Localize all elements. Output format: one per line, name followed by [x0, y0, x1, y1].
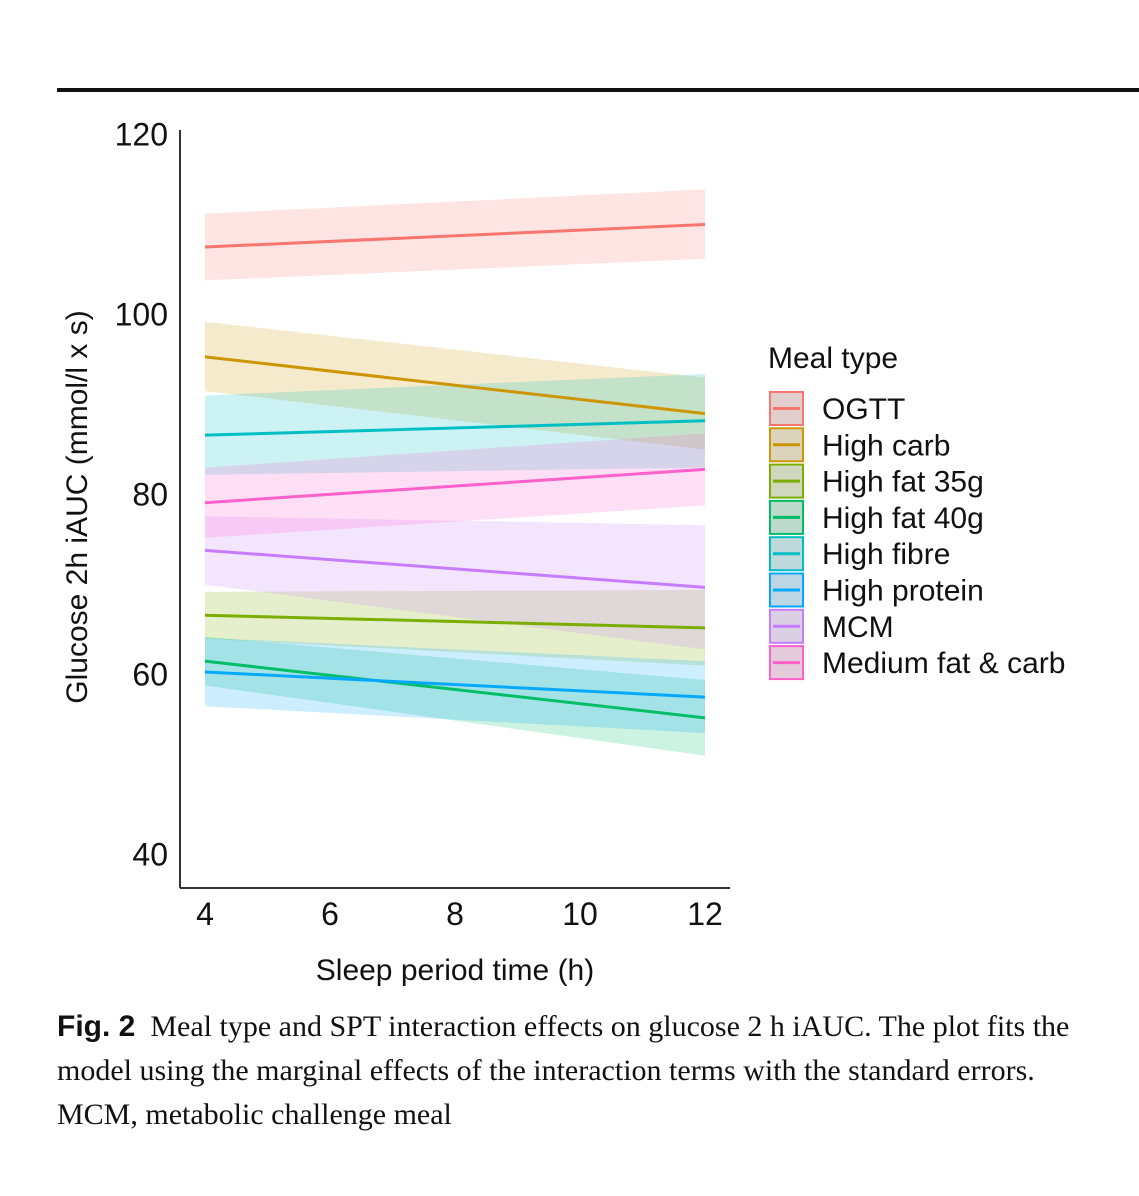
figure-caption: Fig. 2 Meal type and SPT interaction eff…	[57, 1005, 1117, 1137]
line-high-fat-35g	[204, 613, 706, 630]
y-axis-title: Glucose 2h iAUC (mmol/l x s)	[61, 310, 94, 703]
caption-text: Meal type and SPT interaction effects on…	[57, 1010, 1070, 1131]
legend-label: High fat 40g	[822, 502, 984, 535]
x-axis-title: Sleep period time (h)	[316, 954, 594, 987]
line-high-protein	[204, 670, 706, 699]
legend-title: Meal type	[768, 342, 898, 375]
legend-label: Medium fat & carb	[822, 647, 1065, 680]
line-high-fibre	[204, 419, 706, 437]
y-tick-label: 100	[115, 297, 168, 333]
legend-label: High fibre	[822, 538, 950, 571]
line-ogtt	[204, 223, 706, 249]
legend-item-high-fibre: High fibre	[769, 536, 950, 572]
chart-plot: 40 60 80 100 120 4 6 8 10 12 Glucose 2h iAUC (mm…	[61, 117, 1065, 987]
y-tick-label: 120	[115, 117, 168, 153]
figure-label: Fig. 2	[57, 1010, 136, 1043]
band-high-fat-35g	[205, 590, 705, 666]
y-tick-label: 40	[132, 837, 168, 873]
legend-item-high-protein: High protein	[769, 572, 984, 608]
legend-item-high-carb: High carb	[769, 427, 950, 463]
x-tick-label: 8	[446, 896, 464, 932]
series-lines	[204, 223, 706, 720]
legend-label: High carb	[822, 429, 950, 462]
x-tick-label: 4	[196, 896, 214, 932]
x-tick-label: 12	[687, 896, 723, 932]
band-high-fat-40g	[205, 636, 705, 756]
line-high-fat-40g	[204, 659, 706, 720]
x-ticks: 4 6 8 10 12	[196, 896, 723, 932]
legend-item-high-fat-35g: High fat 35g	[769, 463, 984, 499]
top-rule	[57, 88, 1139, 92]
legend-item-ogtt: OGTT	[769, 391, 905, 426]
x-tick-label: 10	[562, 896, 598, 932]
y-tick-label: 60	[132, 657, 168, 693]
legend-item-high-fat-40g: High fat 40g	[769, 499, 984, 535]
y-ticks: 40 60 80 100 120	[115, 117, 168, 873]
legend-label: MCM	[822, 611, 894, 644]
legend-item-medium-fat-and-carb: Medium fat & carb	[769, 645, 1065, 681]
legend-label: High fat 35g	[822, 466, 984, 499]
line-mcm	[204, 548, 706, 589]
line-medium-fat-and-carb	[204, 467, 706, 505]
line-high-carb	[204, 355, 706, 416]
y-tick-label: 80	[132, 477, 168, 513]
band-mcm	[205, 516, 705, 650]
legend-item-mcm: MCM	[769, 608, 894, 644]
legend-label: High protein	[822, 575, 984, 608]
legend-label: OGTT	[822, 393, 905, 426]
x-tick-label: 6	[321, 896, 339, 932]
